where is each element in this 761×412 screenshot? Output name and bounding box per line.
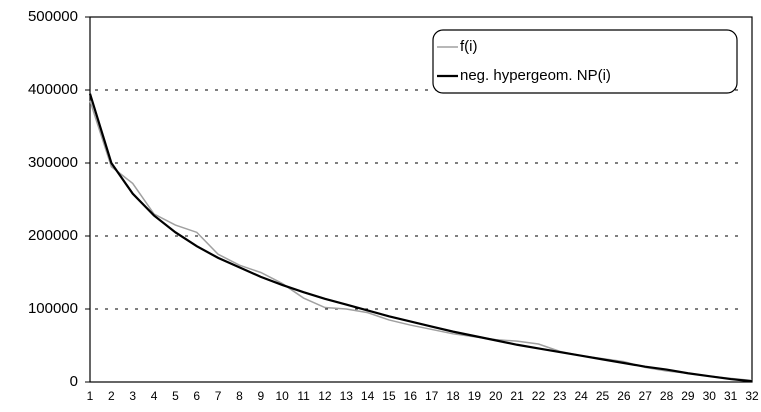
x-tick-label: 27 [639, 389, 653, 403]
x-tick-label: 12 [318, 389, 332, 403]
legend-label: neg. hypergeom. NP(i) [460, 67, 611, 84]
x-tick-label: 13 [340, 389, 354, 403]
x-tick-label: 25 [596, 389, 610, 403]
x-tick-label: 22 [532, 389, 546, 403]
x-tick-label: 3 [129, 389, 136, 403]
x-tick-label: 19 [468, 389, 482, 403]
x-tick-label: 4 [151, 389, 158, 403]
x-tick-label: 31 [724, 389, 738, 403]
x-tick-label: 32 [745, 389, 759, 403]
x-tick-label: 11 [297, 389, 310, 403]
x-tick-label: 20 [489, 389, 503, 403]
y-tick-label: 300000 [28, 154, 78, 171]
x-tick-label: 9 [257, 389, 264, 403]
x-tick-label: 6 [193, 389, 200, 403]
x-tick-label: 23 [553, 389, 567, 403]
y-tick-label: 0 [70, 373, 78, 390]
x-tick-label: 26 [617, 389, 631, 403]
x-tick-label: 1 [87, 389, 94, 403]
series-line [88, 93, 753, 383]
y-tick-label: 200000 [28, 227, 78, 244]
x-tick-label: 14 [361, 389, 375, 403]
x-tick-label: 10 [276, 389, 290, 403]
y-tick-label: 500000 [28, 8, 78, 25]
x-tick-label: 18 [446, 389, 460, 403]
x-tick-label: 16 [404, 389, 418, 403]
x-tick-label: 21 [510, 389, 524, 403]
x-tick-label: 5 [172, 389, 179, 403]
y-tick-label: 100000 [28, 300, 78, 317]
x-tick-label: 28 [660, 389, 674, 403]
x-tick-label: 24 [574, 389, 588, 403]
x-tick-label: 15 [382, 389, 396, 403]
y-tick-label: 400000 [28, 81, 78, 98]
x-tick-label: 29 [681, 389, 695, 403]
x-tick-label: 8 [236, 389, 243, 403]
plot-frame [89, 16, 753, 383]
x-tick-label: 17 [425, 389, 439, 403]
x-tick-label: 7 [215, 389, 222, 403]
x-tick-label: 30 [703, 389, 717, 403]
legend-box [432, 29, 738, 94]
x-tick-label: 2 [108, 389, 115, 403]
legend-label: f(i) [460, 38, 478, 55]
